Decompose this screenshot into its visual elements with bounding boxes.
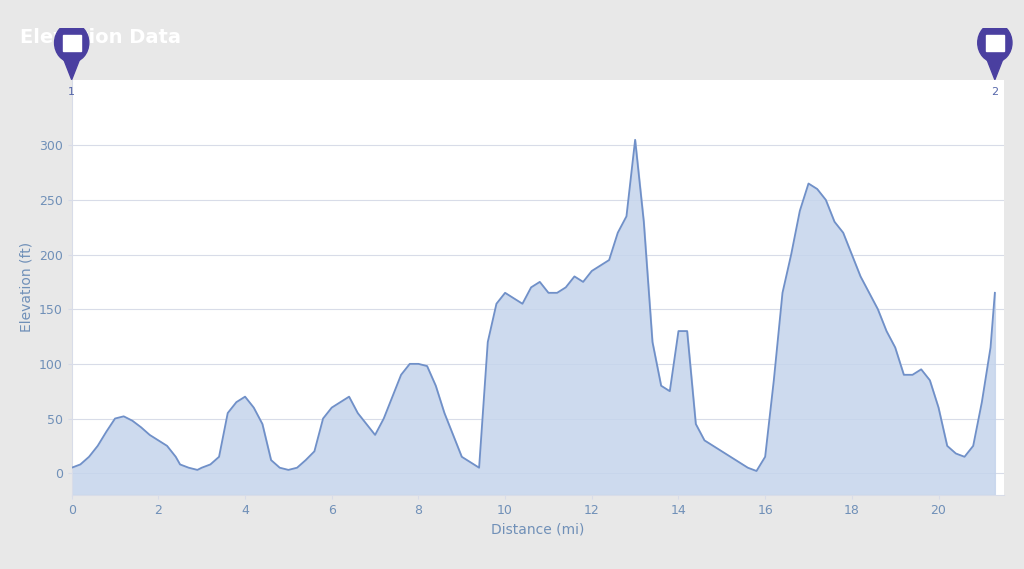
Polygon shape	[62, 57, 81, 80]
Text: 2: 2	[991, 88, 998, 97]
Circle shape	[978, 23, 1012, 62]
Text: Elevation Data: Elevation Data	[20, 28, 181, 47]
Bar	[62, 35, 81, 52]
Y-axis label: Elevation (ft): Elevation (ft)	[19, 242, 33, 332]
Polygon shape	[986, 57, 1004, 80]
Bar	[986, 35, 1004, 52]
Circle shape	[54, 23, 89, 62]
Text: ×: ×	[990, 27, 1009, 48]
X-axis label: Distance (mi): Distance (mi)	[490, 522, 585, 537]
Text: 1: 1	[69, 88, 75, 97]
